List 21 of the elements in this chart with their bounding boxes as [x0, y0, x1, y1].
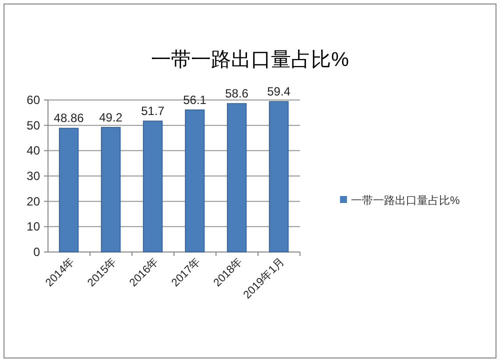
- y-tick-label: 0: [33, 245, 40, 259]
- bar: [142, 120, 163, 252]
- data-label: 51.7: [141, 104, 165, 118]
- y-tick-label: 60: [26, 93, 40, 107]
- y-tick-label: 40: [26, 144, 40, 158]
- data-label: 48.86: [54, 111, 84, 126]
- data-label: 59.4: [267, 84, 291, 99]
- y-tick-label: 10: [26, 220, 40, 234]
- bar: [100, 126, 121, 252]
- legend-label: 一带一路出口量占比%: [351, 194, 460, 207]
- data-label: 49.2: [99, 110, 123, 124]
- bar: [184, 109, 205, 252]
- y-tick-label: 50: [26, 118, 40, 132]
- chart-title: 一带一路出口量占比%: [151, 49, 350, 71]
- y-tick-label: 30: [26, 169, 40, 183]
- bar: [58, 128, 79, 252]
- bar: [226, 103, 247, 252]
- data-label: 58.6: [225, 86, 249, 101]
- y-tick-label: 20: [26, 194, 40, 208]
- bar: [268, 101, 289, 252]
- data-label: 56.1: [183, 92, 207, 107]
